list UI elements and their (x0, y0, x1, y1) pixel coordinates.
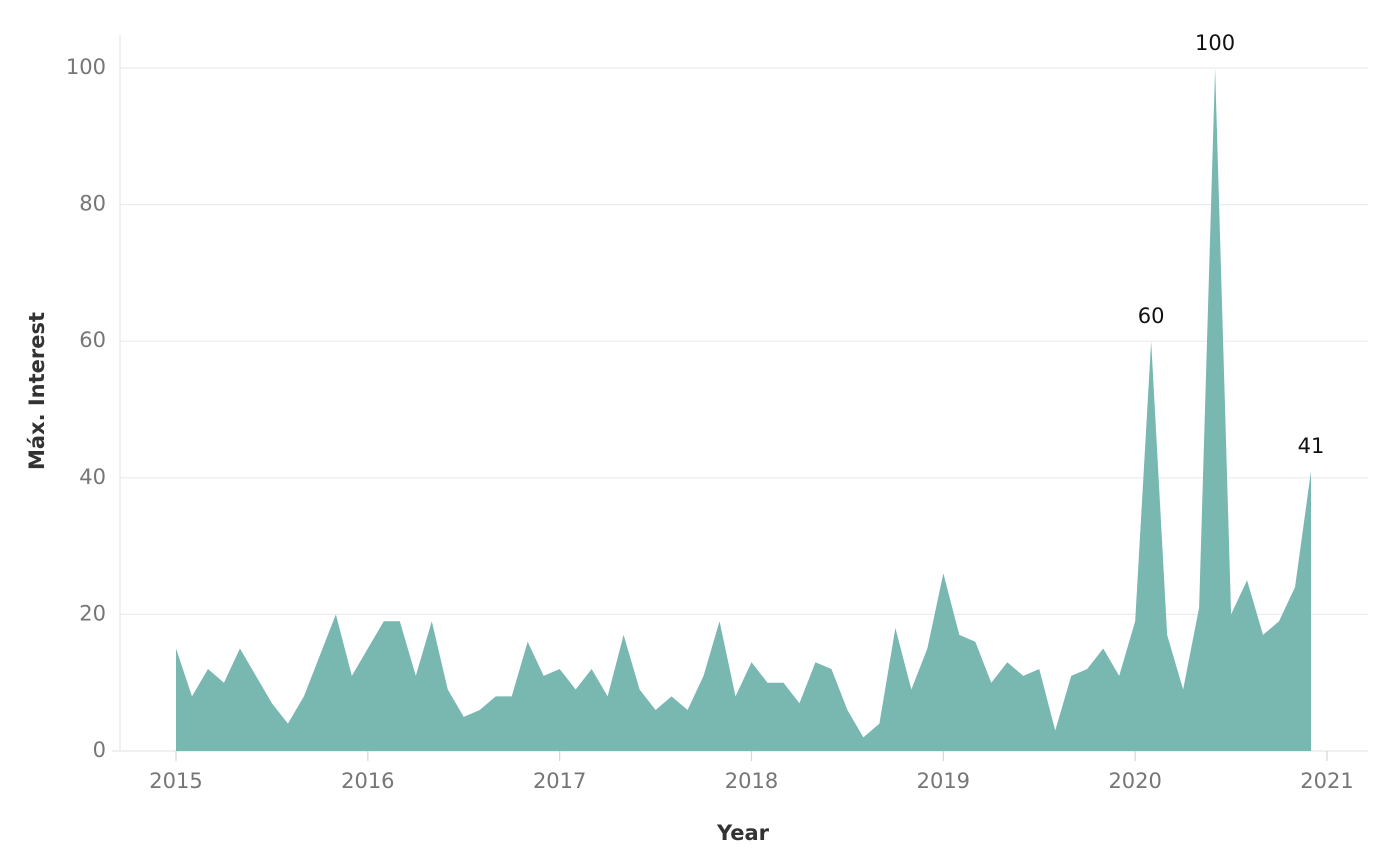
x-axis-title: Year (716, 821, 770, 845)
data-label: 100 (1195, 31, 1235, 55)
x-tick-label: 2019 (917, 769, 970, 793)
y-axis-title: Máx. Interest (25, 312, 49, 470)
area-fill (176, 68, 1312, 751)
data-label: 60 (1138, 304, 1165, 328)
y-tick-label: 60 (79, 328, 106, 352)
axes (112, 35, 1368, 761)
area-series (176, 68, 1312, 751)
x-tick-label: 2018 (725, 769, 778, 793)
x-tick-label: 2015 (149, 769, 202, 793)
y-tick-label: 100 (66, 55, 106, 79)
x-tick-label: 2021 (1300, 769, 1353, 793)
y-tick-label: 0 (93, 738, 106, 762)
gridlines (120, 67, 1368, 616)
y-tick-labels: 0 20 40 60 80 100 (66, 55, 106, 762)
y-tick-label: 80 (79, 192, 106, 216)
y-tick-label: 20 (79, 601, 106, 625)
data-label: 41 (1298, 434, 1325, 458)
y-tick-label: 40 (79, 465, 106, 489)
x-tick-label: 2017 (533, 769, 586, 793)
x-tick-label: 2016 (341, 769, 394, 793)
x-tick-labels: 2015 2016 2017 2018 2019 2020 2021 (149, 769, 1353, 793)
x-tick-label: 2020 (1108, 769, 1161, 793)
data-labels: 60 100 41 (1138, 31, 1325, 458)
